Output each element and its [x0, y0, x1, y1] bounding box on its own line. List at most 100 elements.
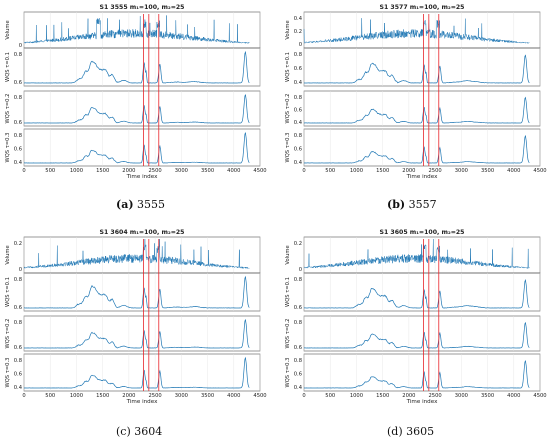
chart-3-xtick-4: 2000: [402, 393, 415, 399]
chart-3-xlabel: Time index: [406, 399, 438, 405]
chart-1-xtick-7: 3500: [481, 168, 494, 174]
chart-1-panel-2-series-line: [303, 96, 530, 124]
chart-3-panel-2-series-line: [304, 321, 530, 349]
chart-3-panel-3-ytick-2: 0.4: [294, 385, 303, 391]
chart-0-panel-0-series-line: [23, 15, 250, 44]
caption-a-text: 3555: [137, 198, 166, 211]
chart-3-panel-0-frame: [303, 236, 541, 274]
chart-0-panel-1-ytick-0: 0.8: [14, 52, 22, 58]
caption-d-text: 3605: [406, 425, 435, 438]
chart-1-panel-1-ytick-2: 0.4: [294, 80, 303, 86]
chart-1-panel-0-ytick-2: 0: [299, 42, 302, 48]
chart-1: S1 3577 m₁=100, m₂=25 0.4 0.2 0 Volume 0.8 0.6…: [285, 4, 547, 180]
chart-3-panel-1-ytick-1: 0.6: [294, 305, 302, 311]
chart-3: S1 3605 m₁=100, m₂=250.20Volume0.80.6WQS…: [285, 229, 547, 405]
chart-0-xtick-6: 3000: [175, 168, 188, 174]
chart-2-xtick-1: 500: [45, 393, 55, 399]
chart-2-panel-3-ylabel: WQS τ=0.3: [5, 358, 11, 388]
chart-2-panel-2-ytick-0: 0.8: [14, 320, 22, 326]
chart-3-panel-0-ytick-1: 0: [299, 267, 302, 273]
chart-3-panel-2-ytick-1: 0.6: [294, 345, 302, 351]
chart-2-xtick-5: 2500: [149, 393, 162, 399]
chart-0-xtick-4: 2000: [122, 168, 135, 174]
chart-1-panel-0-ytick-1: 0.2: [294, 29, 302, 35]
caption-b-text: 3557: [408, 198, 437, 211]
chart-2-panel-1-ytick-0: 0.8: [14, 277, 22, 283]
chart-0-panel-2-series-line: [23, 94, 250, 124]
chart-1-panel-2-ytick-0: 0.8: [294, 95, 302, 101]
chart-1-panel-3-ytick-0: 0.8: [294, 133, 302, 139]
chart-1-xtick-4: 2000: [402, 168, 415, 174]
chart-2-xtick-3: 1500: [96, 393, 109, 399]
chart-0-xtick-9: 4500: [253, 168, 266, 174]
chart-3-title: S1 3605 m₁=100, m₂=25: [379, 229, 464, 236]
caption-a: (a) 3555: [116, 198, 165, 211]
chart-3-xtick-6: 3000: [455, 393, 468, 399]
chart-2-panel-1-ylabel: WQS τ=0.1: [5, 277, 11, 307]
chart-3-panel-1-ytick-0: 0.8: [294, 277, 302, 283]
chart-0-xtick-1: 500: [45, 168, 55, 174]
chart-0-panel-1-series-line: [23, 50, 250, 84]
chart-3-xtick-9: 4500: [533, 393, 546, 399]
chart-0-panel-3-ytick-1: 0.6: [14, 147, 22, 153]
chart-2-panel-0-ylabel: Volume: [5, 245, 11, 264]
caption-a-letter: (a): [116, 198, 134, 211]
chart-2-panel-1-ytick-1: 0.6: [14, 305, 22, 311]
chart-2-xtick-9: 4500: [253, 393, 266, 399]
chart-1-xlabel: Time index: [406, 174, 438, 180]
chart-1-panel-1-series-line: [303, 54, 530, 84]
chart-0-title: S1 3555 m₁=100, m₂=25: [99, 4, 184, 11]
chart-2-panel-3-ytick-0: 0.8: [14, 358, 22, 364]
chart-0-panel-1-ytick-1: 0.6: [14, 80, 22, 86]
chart-2-xtick-2: 1000: [70, 393, 83, 399]
chart-0-panel-2-ytick-0: 0.8: [14, 95, 22, 101]
chart-0-panel-0-ytick-0: 0: [19, 43, 22, 49]
chart-2-panel-0-ytick-0: 0.2: [14, 241, 22, 247]
chart-2-xtick-8: 4000: [227, 393, 240, 399]
chart-3-panel-3-ylabel: WQS τ=0.3: [285, 358, 291, 388]
chart-3-xtick-0: 0: [302, 393, 305, 399]
chart-3-panel-3-series-line: [303, 359, 530, 389]
chart-2-panel-2-ytick-1: 0.6: [14, 345, 22, 351]
chart-0-panel-2-ylabel: WQS τ=0.2: [5, 94, 11, 124]
chart-0-xtick-0: 0: [22, 168, 25, 174]
chart-0-panel-3-ytick-2: 0.4: [14, 160, 23, 166]
chart-1-xtick-6: 3000: [455, 168, 468, 174]
chart-1-panel-1-ylabel: WQS τ=0.1: [285, 52, 291, 82]
chart-1-xtick-2: 1000: [350, 168, 363, 174]
caption-c: (c) 3604: [116, 425, 162, 438]
chart-1-panel-3-ylabel: WQS τ=0.3: [285, 133, 291, 163]
chart-2-panel-1-series-line: [23, 275, 250, 309]
chart-0-panel-1-ylabel: WQS τ=0.1: [5, 52, 11, 82]
caption-c-letter: (c): [116, 425, 131, 438]
chart-1-panel-1-ytick-0: 0.8: [294, 52, 302, 58]
chart-0-xtick-8: 4000: [227, 168, 240, 174]
chart-2-panel-2-series-line: [23, 318, 250, 349]
chart-1-panel-2-ytick-1: 0.6: [294, 108, 302, 114]
chart-0-panel-0-ylabel: Volume: [5, 20, 11, 39]
chart-1-panel-0-series-line: [303, 18, 530, 45]
chart-3-panel-3-ytick-0: 0.8: [294, 358, 302, 364]
chart-3-xtick-3: 1500: [376, 393, 389, 399]
chart-1-panel-2-ylabel: WQS τ=0.2: [285, 94, 291, 124]
chart-0-xlabel: Time index: [126, 174, 158, 180]
chart-3-panel-0-ylabel: Volume: [285, 245, 291, 264]
chart-1-panel-3-series-line: [303, 134, 530, 164]
chart-2-panel-2-ylabel: WQS τ=0.2: [5, 319, 11, 349]
chart-1-xtick-0: 0: [302, 168, 305, 174]
chart-3-panel-1-ylabel: WQS τ=0.1: [285, 277, 291, 307]
chart-1-panel-3-ytick-1: 0.6: [294, 147, 302, 153]
chart-2-xtick-6: 3000: [175, 393, 188, 399]
chart-0-xtick-3: 1500: [96, 168, 109, 174]
chart-2-panel-3-ytick-2: 0.4: [14, 385, 23, 391]
chart-3-panel-1-series-line: [304, 279, 530, 309]
chart-1-panel-3-ytick-2: 0.4: [294, 160, 303, 166]
chart-3-panel-2-ytick-0: 0.8: [294, 320, 302, 326]
caption-d: (d) 3605: [387, 425, 434, 438]
chart-1-panel-2-ytick-2: 0.4: [294, 120, 303, 126]
chart-0-panel-3-ytick-0: 0.8: [14, 133, 22, 139]
chart-2-xtick-7: 3500: [201, 393, 214, 399]
chart-0-xtick-5: 2500: [149, 168, 162, 174]
